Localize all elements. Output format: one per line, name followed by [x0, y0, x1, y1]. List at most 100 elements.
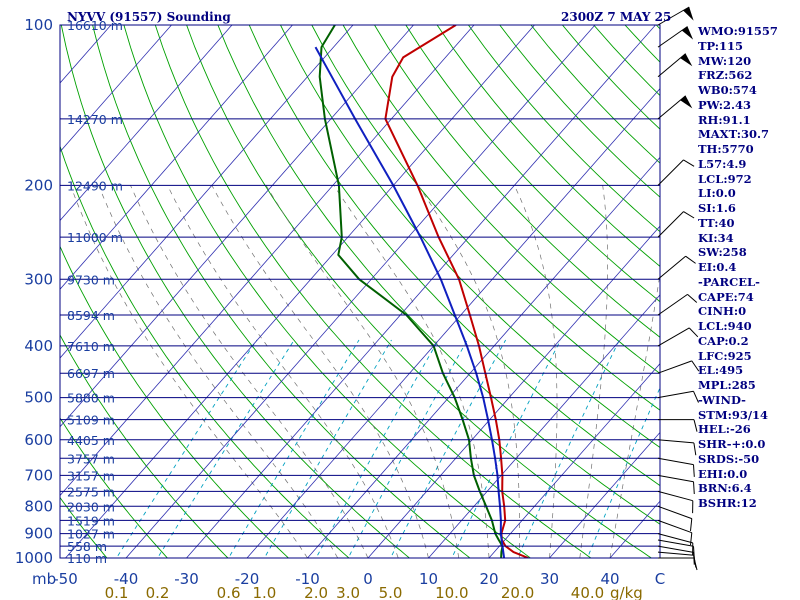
dry-adiabat — [186, 25, 653, 558]
dry-adiabat — [60, 496, 108, 558]
wind-barb — [657, 53, 693, 78]
wind-barb — [657, 519, 693, 546]
height-label: 1519 m — [67, 513, 115, 528]
wind-barb — [657, 159, 695, 186]
temperature-tick-label: -50 — [53, 570, 78, 588]
dry-adiabat — [60, 245, 290, 558]
pressure-tick-label: 300 — [24, 270, 53, 288]
height-label: 7610 m — [67, 339, 115, 354]
moist-adiabat — [514, 185, 558, 558]
wind-barb-feather — [691, 360, 700, 372]
isotherm — [307, 156, 660, 558]
index-item: WMO:91557 — [698, 24, 778, 38]
wind-barb — [657, 255, 696, 280]
mixing-ratio-label: 5.0 — [379, 584, 403, 600]
index-item: FRZ:562 — [698, 68, 753, 83]
moist-adiabat — [417, 185, 520, 558]
dry-adiabat — [154, 25, 592, 558]
dry-adiabat — [311, 25, 660, 411]
wind-barb-staff — [657, 551, 694, 556]
pressure-tick-label: 800 — [24, 497, 53, 515]
isotherm — [125, 25, 596, 558]
pressure-tick-label: 900 — [24, 525, 53, 543]
wind-barb — [657, 457, 695, 477]
temperature-tick-label: 30 — [540, 570, 559, 588]
height-label: 6697 m — [67, 366, 115, 381]
mixing-ratio-label: 20.0 — [501, 584, 534, 600]
isotherm — [549, 431, 660, 558]
wind-barb — [657, 293, 698, 316]
wind-barb — [657, 327, 699, 347]
mixing-ratio-label: 2.0 — [304, 584, 328, 600]
isotherm — [60, 25, 414, 428]
height-label: 11000 m — [67, 230, 123, 245]
temperature-tick-label: 0 — [363, 570, 373, 588]
wind-barb-staff — [657, 293, 688, 316]
wind-barb — [657, 551, 697, 568]
index-item: PW:2.43 — [698, 97, 752, 112]
wind-barb-staff — [657, 327, 690, 347]
height-label: 3157 m — [67, 468, 115, 483]
isotherm — [246, 88, 660, 558]
mixing-ratio-labels: 0.1 0.2 0.6 1.0 2.0 3.0 5.0 10.0 20.0 40.0 — [105, 584, 605, 600]
moist-adiabats — [70, 185, 660, 558]
height-label: 5880 m — [67, 391, 115, 406]
pressure-unit-label: mb — [32, 570, 56, 588]
wind-barb-feather — [693, 464, 695, 477]
dry-adiabat — [92, 25, 471, 558]
index-item: SHR-+:0.0 — [698, 437, 766, 451]
wind-barb-pennant — [683, 7, 694, 21]
dewpoint-profile — [318, 25, 504, 558]
index-item: BRN:6.4 — [698, 481, 752, 496]
isotherm — [60, 25, 293, 290]
index-item: -WIND- — [698, 392, 746, 407]
wind-barb-feather — [690, 518, 693, 531]
temperature-unit-label: C — [655, 570, 665, 588]
plot-frame — [59, 24, 661, 559]
pressure-tick-label: 500 — [24, 389, 53, 407]
wind-barbs — [657, 6, 700, 571]
height-label: 4405 m — [67, 433, 115, 448]
wind-barb — [657, 26, 694, 48]
height-labels: 16610 m 14270 m 12490 m 11000 m 9730 m 8594 m… — [67, 18, 123, 566]
wind-barb-staff — [657, 360, 692, 374]
height-label: 14270 m — [67, 112, 123, 127]
wind-barb-pennant — [681, 26, 694, 40]
chart-title: NYVV (91557) Sounding — [67, 10, 231, 24]
wind-barb-staff — [657, 26, 688, 48]
wind-barb — [657, 211, 695, 238]
stability-indices-list: WMO:91557 TP:115 MW:120 FRZ:562 WB0:574 PW:2.… — [698, 24, 778, 511]
wind-barb-feather — [693, 546, 695, 559]
temperature-tick-label: -30 — [174, 570, 199, 588]
mixing-ratio-lines — [115, 339, 660, 558]
index-item: SI:1.6 — [698, 201, 736, 215]
index-item: RH:91.1 — [698, 112, 751, 127]
wind-barb-staff — [657, 457, 694, 466]
wind-barb — [657, 439, 697, 456]
pressure-tick-label: 400 — [24, 337, 53, 355]
mixing-ratio-label: 3.0 — [336, 584, 360, 600]
moist-adiabat — [265, 185, 460, 558]
dry-adiabat — [217, 25, 660, 525]
index-item: MPL:285 — [698, 378, 756, 392]
height-label: 110 m — [67, 551, 107, 566]
moist-adiabat — [211, 185, 429, 558]
isotherm — [186, 25, 656, 558]
pressure-tick-label: 1000 — [15, 549, 53, 567]
index-item: -PARCEL- — [698, 274, 760, 289]
height-label: 3757 m — [67, 451, 115, 466]
temperature-profile — [384, 25, 529, 558]
moist-adiabat — [98, 185, 339, 558]
plot-area — [60, 25, 660, 558]
index-item: EHI:0.0 — [698, 466, 748, 481]
wind-barb-feather — [688, 327, 699, 338]
wind-barb-feather — [693, 419, 698, 432]
temperature-tick-label: 40 — [600, 570, 619, 588]
wind-barb-staff — [657, 255, 686, 280]
isotherm — [60, 25, 354, 359]
wind-barb-staff — [657, 390, 694, 399]
wind-barb-feather — [687, 294, 698, 303]
temperature-tick-label: -20 — [235, 570, 260, 588]
dry-adiabat — [60, 144, 350, 558]
